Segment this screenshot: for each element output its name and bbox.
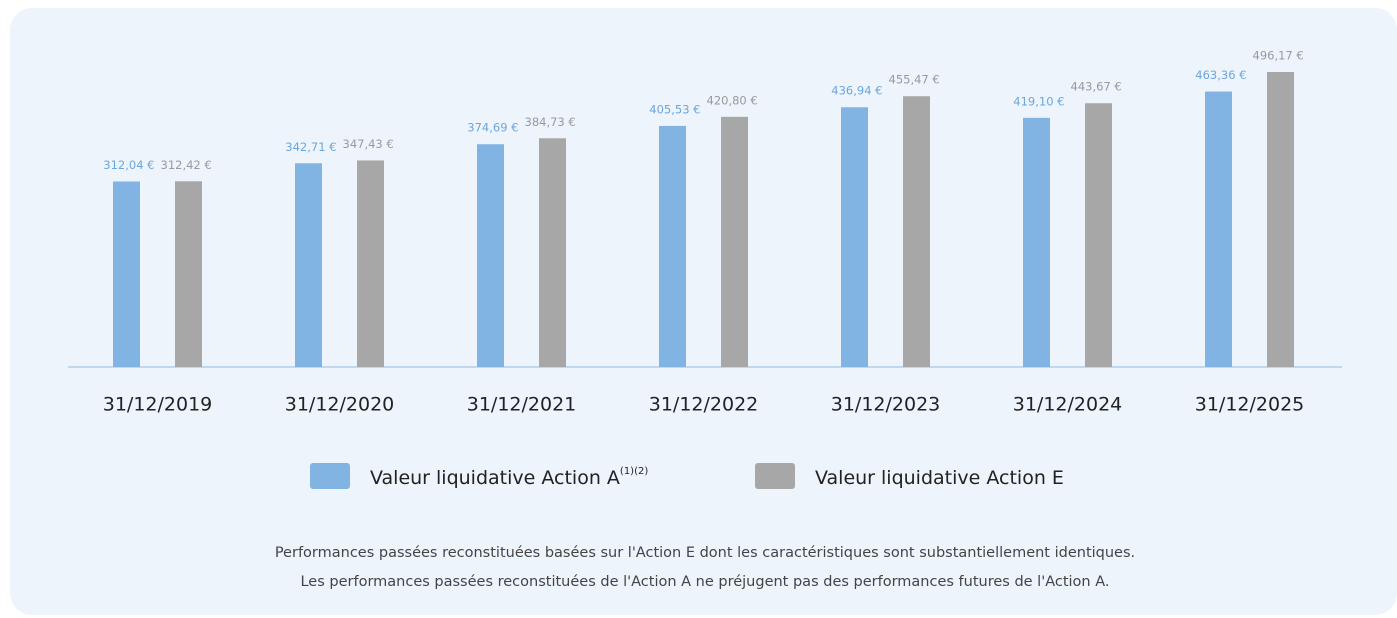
bar xyxy=(357,160,384,367)
value-label: 374,69 € xyxy=(467,121,518,135)
value-label: 496,17 € xyxy=(1253,49,1304,63)
bar xyxy=(477,144,504,367)
value-label: 384,73 € xyxy=(525,115,576,129)
bar xyxy=(1085,103,1112,367)
bar xyxy=(295,163,322,367)
x-tick-label: 31/12/2019 xyxy=(103,394,213,416)
value-label: 463,36 € xyxy=(1195,68,1246,82)
x-tick-label: 31/12/2020 xyxy=(285,394,395,416)
bar xyxy=(903,96,930,367)
value-label: 405,53 € xyxy=(649,102,700,116)
bar xyxy=(721,116,748,367)
value-label: 420,80 € xyxy=(707,93,758,107)
value-label: 443,67 € xyxy=(1071,80,1122,94)
legend-name: Valeur liquidative Action E xyxy=(815,467,1064,489)
x-tick-label: 31/12/2024 xyxy=(1013,394,1123,416)
value-label: 436,94 € xyxy=(831,84,882,98)
value-label: 342,71 € xyxy=(285,140,336,154)
footnote: Les performances passées reconstituées d… xyxy=(300,574,1109,590)
value-label: 419,10 € xyxy=(1013,94,1064,108)
bar xyxy=(1023,117,1050,367)
x-tick-label: 31/12/2021 xyxy=(467,394,577,416)
card xyxy=(10,8,1397,615)
x-tick-label: 31/12/2025 xyxy=(1195,394,1305,416)
legend-label: Valeur liquidative Action E xyxy=(815,467,1064,489)
value-label: 347,43 € xyxy=(343,137,394,151)
bar xyxy=(539,138,566,367)
bar xyxy=(1205,91,1232,368)
x-tick-label: 31/12/2023 xyxy=(831,394,941,416)
bar xyxy=(113,181,140,367)
bar xyxy=(175,181,202,367)
value-label: 455,47 € xyxy=(889,73,940,87)
legend-label: Valeur liquidative Action A(1)(2) xyxy=(370,466,648,489)
legend-swatch xyxy=(310,463,350,489)
bar xyxy=(841,107,868,367)
legend-name: Valeur liquidative Action A xyxy=(370,467,620,489)
bar xyxy=(1267,72,1294,368)
value-label: 312,04 € xyxy=(103,158,154,172)
x-tick-label: 31/12/2022 xyxy=(649,394,759,416)
footnote: Performances passées reconstituées basée… xyxy=(275,545,1135,561)
value-label: 312,42 € xyxy=(161,158,212,172)
legend-superscript: (1)(2) xyxy=(620,466,648,477)
legend-swatch xyxy=(755,463,795,489)
bar xyxy=(659,125,686,367)
